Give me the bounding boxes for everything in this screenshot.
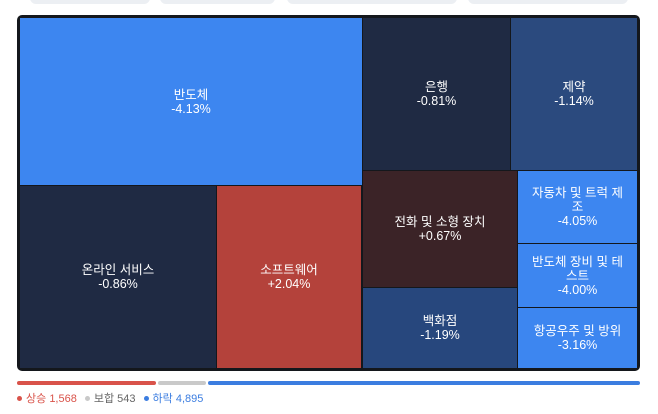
tile[interactable]: 온라인 서비스 -0.86% bbox=[20, 186, 216, 368]
legend-count: 543 bbox=[117, 393, 136, 405]
treemap: 반도체 -4.13% 은행 -0.81% 제약 -1.14% 온라인 서비스 -0.86% 소프… bbox=[17, 15, 640, 371]
tab[interactable] bbox=[160, 0, 275, 4]
breadth-segment bbox=[157, 381, 206, 385]
tile[interactable]: 항공우주 및 방위 -3.16% bbox=[518, 308, 637, 368]
legend-dot bbox=[143, 395, 149, 401]
tile-name: 전화 및 소형 장치 bbox=[394, 215, 486, 229]
tile[interactable]: 소프트웨어 +2.04% bbox=[217, 186, 361, 368]
tile[interactable]: 은행 -0.81% bbox=[363, 18, 510, 170]
tile-value: -4.13% bbox=[171, 101, 211, 116]
tile[interactable]: 반도체 장비 및 테스트 -4.00% bbox=[518, 244, 637, 307]
tile[interactable]: 제약 -1.14% bbox=[511, 18, 637, 170]
tab[interactable] bbox=[287, 0, 457, 4]
legend-item: 상승 1,568 bbox=[17, 390, 77, 406]
tile-value: -0.81% bbox=[416, 94, 457, 108]
tile-value: +0.67% bbox=[418, 229, 462, 243]
tile-value: -3.16% bbox=[557, 338, 598, 352]
legend: 상승 1,568 보합 543 하락 4,895 bbox=[17, 390, 203, 406]
tile-value: -4.00% bbox=[557, 282, 598, 297]
tile-value: -1.19% bbox=[420, 328, 460, 342]
legend-dot bbox=[17, 395, 22, 401]
tile[interactable]: 반도체 -4.13% bbox=[20, 18, 362, 185]
tile[interactable]: 자동차 및 트럭 제조 -4.05% bbox=[518, 171, 637, 243]
tile[interactable]: 전화 및 소형 장치 +0.67% bbox=[363, 171, 517, 287]
legend-count: 4,895 bbox=[175, 393, 204, 405]
tile-value: -1.14% bbox=[554, 94, 594, 108]
legend-name: 하락 bbox=[152, 393, 173, 405]
legend-name: 보합 bbox=[93, 393, 115, 405]
legend-count: 1,568 bbox=[49, 393, 77, 405]
tile-name: 반도체 장비 및 테스트 bbox=[532, 254, 623, 283]
legend-item: 하락 4,895 bbox=[143, 390, 204, 406]
tile-value: -4.05% bbox=[557, 214, 598, 228]
breadth-segment bbox=[207, 381, 640, 385]
breadth-bar bbox=[17, 381, 640, 385]
tile-name: 은행 bbox=[424, 80, 448, 94]
legend-item: 보합 543 bbox=[84, 390, 136, 406]
legend-text: 하락 4,895 bbox=[153, 390, 204, 406]
tile-value: +2.04% bbox=[267, 277, 311, 291]
tile-name: 백화점 bbox=[422, 314, 458, 328]
tile-name: 반도체 bbox=[173, 87, 209, 102]
tab[interactable] bbox=[30, 0, 150, 4]
legend-name: 상승 bbox=[26, 393, 47, 405]
tile-value: -0.86% bbox=[98, 277, 138, 291]
legend-dot bbox=[84, 395, 90, 401]
tile-name: 소프트웨어 bbox=[260, 263, 318, 277]
legend-text: 상승 1,568 bbox=[26, 390, 77, 406]
tile-name: 항공우주 및 방위 bbox=[533, 324, 622, 338]
tile-name: 온라인 서비스 bbox=[81, 263, 155, 277]
tile[interactable]: 백화점 -1.19% bbox=[363, 288, 517, 368]
tile-name: 자동차 및 트럭 제조 bbox=[532, 186, 623, 214]
breadth-segment bbox=[17, 381, 156, 385]
legend-text: 보합 543 bbox=[94, 390, 136, 406]
tab[interactable] bbox=[468, 0, 628, 4]
tile-name: 제약 bbox=[562, 80, 586, 94]
